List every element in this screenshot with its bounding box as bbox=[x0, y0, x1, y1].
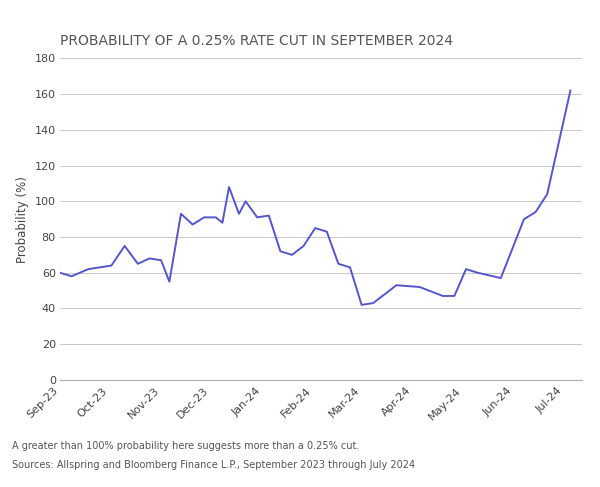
Text: PROBABILITY OF A 0.25% RATE CUT IN SEPTEMBER 2024: PROBABILITY OF A 0.25% RATE CUT IN SEPTE… bbox=[60, 34, 453, 48]
Text: Sources: Allspring and Bloomberg Finance L.P., September 2023 through July 2024: Sources: Allspring and Bloomberg Finance… bbox=[12, 460, 415, 470]
Text: A greater than 100% probability here suggests more than a 0.25% cut.: A greater than 100% probability here sug… bbox=[12, 441, 359, 451]
Y-axis label: Probability (%): Probability (%) bbox=[16, 176, 29, 262]
